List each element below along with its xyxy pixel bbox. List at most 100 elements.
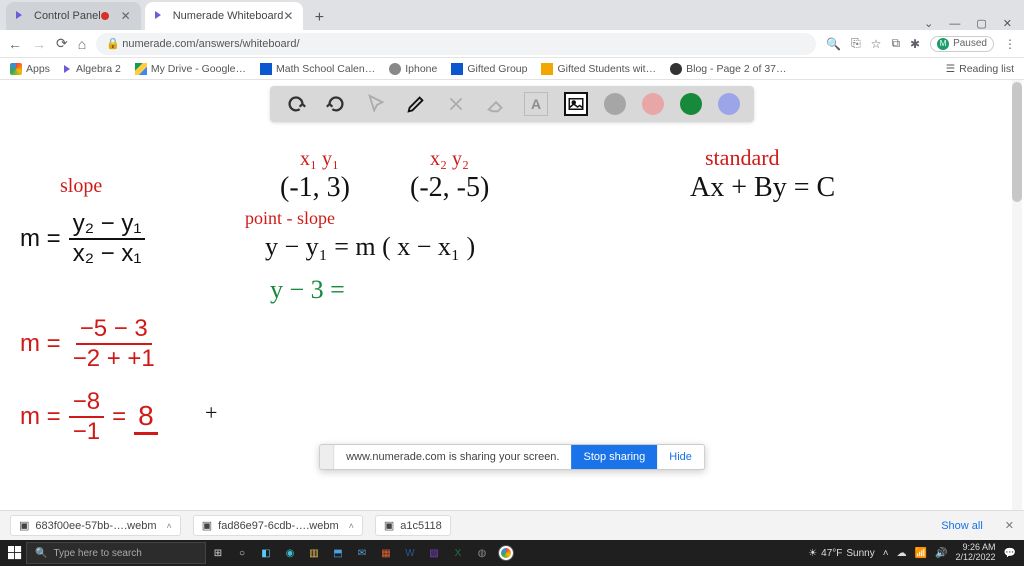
- bookmark-algebra2[interactable]: Algebra 2: [64, 63, 121, 75]
- new-tab-button[interactable]: +: [307, 6, 331, 30]
- downloads-bar: ▣683f00ee-57bb-….webm˄ ▣fad86e97-6cdb-….…: [0, 510, 1024, 540]
- taskbar-search[interactable]: 🔍Type here to search: [26, 542, 206, 564]
- forward-button[interactable]: →: [32, 36, 46, 52]
- taskbar-clock[interactable]: 9:26 AM 2/12/2022: [956, 543, 996, 563]
- bookmark-label: Apps: [26, 63, 50, 75]
- tray-chevron-icon[interactable]: ˄: [883, 548, 889, 559]
- excel-icon[interactable]: X: [446, 542, 470, 564]
- xy-labels-2: x₂ y₂: [430, 148, 469, 171]
- explorer-icon[interactable]: ▥: [302, 542, 326, 564]
- apps-button[interactable]: Apps: [10, 63, 50, 75]
- calc-step-1: m = −5 − 3 −2 + +1: [20, 315, 159, 373]
- download-filename: a1c5118: [400, 520, 441, 532]
- system-tray: ☀47°FSunny ˄ ☁ 📶 🔊 9:26 AM 2/12/2022 💬: [808, 543, 1020, 563]
- chevron-up-icon[interactable]: ˄: [349, 521, 354, 531]
- close-window-button[interactable]: ✕: [1003, 17, 1012, 30]
- chevron-up-icon[interactable]: ˄: [166, 521, 171, 531]
- tools-icon[interactable]: [444, 92, 468, 116]
- m-equals: m =: [20, 225, 61, 253]
- lock-icon: 🔒: [106, 37, 116, 50]
- bookmark-mydrive[interactable]: My Drive - Google…: [135, 63, 246, 75]
- browser-chevron-icon[interactable]: ⌄: [924, 17, 933, 30]
- browser-tabstrip: Control Panel ✕ Numerade Whiteboard ✕ + …: [0, 0, 1024, 30]
- edge-icon[interactable]: ◉: [278, 542, 302, 564]
- menu-kebab-icon[interactable]: ⋮: [1004, 37, 1016, 51]
- taskbar-app-icon[interactable]: ◍: [470, 542, 494, 564]
- minimize-button[interactable]: —: [949, 18, 960, 30]
- mail-icon[interactable]: ✉: [350, 542, 374, 564]
- fraction-numerator: −8: [69, 388, 104, 418]
- store-icon[interactable]: ⬒: [326, 542, 350, 564]
- bookmark-star-icon[interactable]: ☆: [871, 37, 882, 51]
- bookmark-gifted-group[interactable]: Gifted Group: [451, 63, 527, 75]
- word-icon[interactable]: W: [398, 542, 422, 564]
- volume-icon[interactable]: 🔊: [935, 548, 947, 559]
- text-tool[interactable]: A: [524, 92, 548, 116]
- favicon-numerade: [155, 10, 167, 22]
- standard-eq: Ax + By = C: [690, 172, 835, 204]
- taskbar-app-icon[interactable]: ▧: [422, 542, 446, 564]
- drag-handle-icon[interactable]: [320, 445, 334, 469]
- tab-control-panel[interactable]: Control Panel ✕: [6, 2, 141, 30]
- bookmark-label: Gifted Group: [467, 63, 527, 75]
- color-gray[interactable]: [604, 93, 626, 115]
- bookmark-gifted-students[interactable]: Gifted Students wit…: [541, 63, 656, 75]
- stop-sharing-button[interactable]: Stop sharing: [571, 445, 657, 469]
- onedrive-icon[interactable]: ☁: [897, 548, 907, 559]
- redo-button[interactable]: [324, 92, 348, 116]
- tab-whiteboard[interactable]: Numerade Whiteboard ✕: [145, 2, 304, 30]
- download-item[interactable]: ▣fad86e97-6cdb-….webm˄: [193, 515, 363, 536]
- tab-close-icon[interactable]: ✕: [283, 9, 293, 23]
- taskbar-app-icon[interactable]: ▦: [374, 542, 398, 564]
- undo-button[interactable]: [284, 92, 308, 116]
- color-pink[interactable]: [642, 93, 664, 115]
- reload-button[interactable]: ⟳: [56, 35, 68, 52]
- hide-share-button[interactable]: Hide: [657, 445, 704, 469]
- reading-list-button[interactable]: ☰ Reading list: [946, 63, 1014, 75]
- bookmark-blog[interactable]: Blog - Page 2 of 37…: [670, 63, 786, 75]
- show-all-downloads[interactable]: Show all: [941, 520, 983, 532]
- folder-icon: [541, 63, 553, 75]
- url-text: numerade.com/answers/whiteboard/: [122, 38, 299, 50]
- weather-widget[interactable]: ☀47°FSunny: [808, 548, 875, 559]
- close-downloads-bar[interactable]: ✕: [1005, 519, 1014, 532]
- start-button[interactable]: [4, 542, 26, 564]
- fraction-numerator: y₂ − y₁: [69, 210, 146, 240]
- color-blue[interactable]: [718, 93, 740, 115]
- drive-icon: [135, 63, 147, 75]
- weather-temp: 47°F: [821, 548, 842, 559]
- bookmark-label: Math School Calen…: [276, 63, 375, 75]
- scrollbar-thumb[interactable]: [1012, 82, 1022, 202]
- search-icon[interactable]: 🔍: [826, 37, 841, 51]
- tab-close-icon[interactable]: ✕: [121, 9, 131, 23]
- eraser-tool[interactable]: [484, 92, 508, 116]
- bookmark-label: Iphone: [405, 63, 437, 75]
- pen-tool[interactable]: [404, 92, 428, 116]
- bookmark-mathcal[interactable]: Math School Calen…: [260, 63, 375, 75]
- image-tool[interactable]: [564, 92, 588, 116]
- notifications-icon[interactable]: 💬: [1004, 548, 1016, 559]
- wifi-icon[interactable]: 📶: [915, 548, 927, 559]
- pointer-tool[interactable]: [364, 92, 388, 116]
- profile-paused-badge[interactable]: M Paused: [930, 36, 994, 52]
- extension-icon[interactable]: ⧉: [891, 36, 900, 51]
- m-equals: m =: [20, 403, 61, 431]
- cortana-icon[interactable]: ○: [230, 542, 254, 564]
- color-green[interactable]: [680, 93, 702, 115]
- bookmark-iphone[interactable]: Iphone: [389, 63, 437, 75]
- task-view-icon[interactable]: ⊞: [206, 542, 230, 564]
- taskbar-app-icon[interactable]: ◧: [254, 542, 278, 564]
- home-button[interactable]: ⌂: [78, 36, 86, 52]
- share-icon[interactable]: ⎘: [851, 36, 861, 51]
- maximize-button[interactable]: ▢: [976, 17, 986, 30]
- chrome-icon[interactable]: [494, 542, 518, 564]
- back-button[interactable]: ←: [8, 36, 22, 52]
- profile-avatar-icon: M: [937, 38, 949, 50]
- url-input[interactable]: 🔒 numerade.com/answers/whiteboard/: [96, 33, 816, 55]
- download-item[interactable]: ▣a1c5118: [375, 515, 451, 536]
- extensions-puzzle-icon[interactable]: ✱: [910, 37, 920, 51]
- address-bar: ← → ⟳ ⌂ 🔒 numerade.com/answers/whiteboar…: [0, 30, 1024, 58]
- slope-formula: m = y₂ − y₁ x₂ − x₁: [20, 210, 145, 268]
- download-item[interactable]: ▣683f00ee-57bb-….webm˄: [10, 515, 181, 536]
- vertical-scrollbar[interactable]: [1012, 80, 1022, 510]
